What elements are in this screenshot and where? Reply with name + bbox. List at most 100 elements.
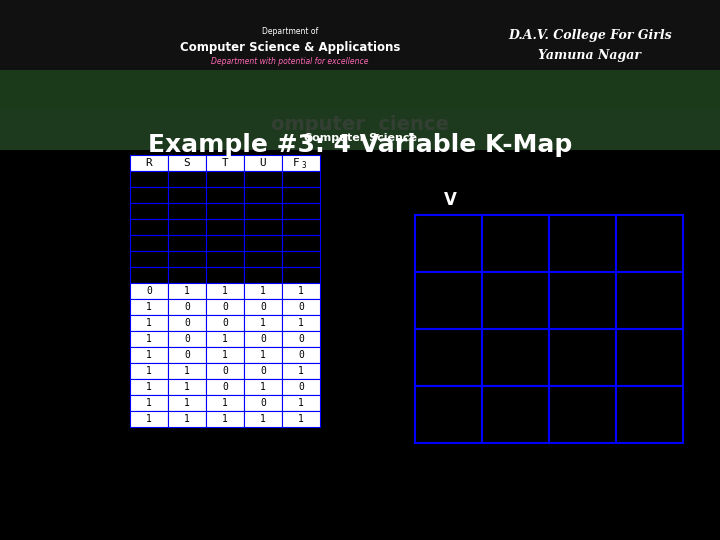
FancyBboxPatch shape <box>415 386 482 443</box>
FancyBboxPatch shape <box>206 379 244 395</box>
FancyBboxPatch shape <box>244 315 282 331</box>
FancyBboxPatch shape <box>415 329 482 386</box>
FancyBboxPatch shape <box>168 395 206 411</box>
FancyBboxPatch shape <box>244 379 282 395</box>
Text: 1: 1 <box>222 414 228 424</box>
Text: S: S <box>184 158 190 168</box>
Text: 0: 0 <box>184 302 190 312</box>
FancyBboxPatch shape <box>168 267 206 283</box>
Text: 1: 1 <box>146 318 152 328</box>
Text: 1: 1 <box>298 286 304 296</box>
Text: 1: 1 <box>146 382 152 392</box>
Text: omputer  cience: omputer cience <box>271 114 449 133</box>
FancyBboxPatch shape <box>130 379 168 395</box>
Text: 1: 1 <box>222 334 228 344</box>
Text: 1: 1 <box>146 414 152 424</box>
FancyBboxPatch shape <box>130 267 168 283</box>
Text: 1: 1 <box>146 398 152 408</box>
Text: 1: 1 <box>184 414 190 424</box>
FancyBboxPatch shape <box>244 347 282 363</box>
Text: 1: 1 <box>184 286 190 296</box>
FancyBboxPatch shape <box>130 187 168 203</box>
Text: 1: 1 <box>260 414 266 424</box>
FancyBboxPatch shape <box>0 70 720 110</box>
Text: 1: 1 <box>146 302 152 312</box>
FancyBboxPatch shape <box>206 203 244 219</box>
Text: 1: 1 <box>184 382 190 392</box>
FancyBboxPatch shape <box>206 283 244 299</box>
FancyBboxPatch shape <box>168 187 206 203</box>
Text: 1: 1 <box>260 286 266 296</box>
FancyBboxPatch shape <box>168 347 206 363</box>
FancyBboxPatch shape <box>168 171 206 187</box>
FancyBboxPatch shape <box>206 315 244 331</box>
Text: 1: 1 <box>222 398 228 408</box>
FancyBboxPatch shape <box>282 315 320 331</box>
Text: Department with potential for excellence: Department with potential for excellence <box>211 57 369 65</box>
FancyBboxPatch shape <box>282 395 320 411</box>
Text: 1: 1 <box>184 366 190 376</box>
FancyBboxPatch shape <box>282 219 320 235</box>
Text: D.A.V. College For Girls: D.A.V. College For Girls <box>508 29 672 42</box>
FancyBboxPatch shape <box>206 155 244 171</box>
FancyBboxPatch shape <box>415 272 482 329</box>
FancyBboxPatch shape <box>616 386 683 443</box>
FancyBboxPatch shape <box>282 267 320 283</box>
FancyBboxPatch shape <box>282 379 320 395</box>
Text: 1: 1 <box>298 414 304 424</box>
FancyBboxPatch shape <box>168 283 206 299</box>
FancyBboxPatch shape <box>130 395 168 411</box>
Text: 0: 0 <box>298 302 304 312</box>
FancyBboxPatch shape <box>616 329 683 386</box>
Text: 1: 1 <box>298 366 304 376</box>
FancyBboxPatch shape <box>130 203 168 219</box>
Text: R: R <box>145 158 153 168</box>
FancyBboxPatch shape <box>282 155 320 171</box>
FancyBboxPatch shape <box>168 299 206 315</box>
FancyBboxPatch shape <box>282 251 320 267</box>
FancyBboxPatch shape <box>206 363 244 379</box>
Text: U: U <box>260 158 266 168</box>
FancyBboxPatch shape <box>415 215 482 272</box>
Text: Computer Science: Computer Science <box>304 133 416 143</box>
FancyBboxPatch shape <box>244 283 282 299</box>
FancyBboxPatch shape <box>244 411 282 427</box>
FancyBboxPatch shape <box>244 155 282 171</box>
FancyBboxPatch shape <box>482 215 549 272</box>
Text: 1: 1 <box>260 350 266 360</box>
FancyBboxPatch shape <box>244 219 282 235</box>
FancyBboxPatch shape <box>168 315 206 331</box>
Text: 0: 0 <box>260 398 266 408</box>
FancyBboxPatch shape <box>206 347 244 363</box>
FancyBboxPatch shape <box>0 110 720 150</box>
Text: 1: 1 <box>298 398 304 408</box>
FancyBboxPatch shape <box>244 363 282 379</box>
Text: 0: 0 <box>222 366 228 376</box>
FancyBboxPatch shape <box>549 329 616 386</box>
FancyBboxPatch shape <box>282 283 320 299</box>
Text: 0: 0 <box>146 286 152 296</box>
Text: 1: 1 <box>222 286 228 296</box>
FancyBboxPatch shape <box>244 187 282 203</box>
FancyBboxPatch shape <box>244 235 282 251</box>
FancyBboxPatch shape <box>130 171 168 187</box>
Text: 0: 0 <box>184 318 190 328</box>
Text: 1: 1 <box>146 366 152 376</box>
FancyBboxPatch shape <box>168 379 206 395</box>
FancyBboxPatch shape <box>206 235 244 251</box>
FancyBboxPatch shape <box>168 155 206 171</box>
Text: 0: 0 <box>298 382 304 392</box>
FancyBboxPatch shape <box>244 331 282 347</box>
FancyBboxPatch shape <box>130 235 168 251</box>
Text: 0: 0 <box>222 382 228 392</box>
FancyBboxPatch shape <box>206 411 244 427</box>
FancyBboxPatch shape <box>130 155 168 171</box>
Text: 0: 0 <box>260 334 266 344</box>
Text: 0: 0 <box>184 334 190 344</box>
FancyBboxPatch shape <box>482 386 549 443</box>
FancyBboxPatch shape <box>206 267 244 283</box>
Text: 0: 0 <box>184 350 190 360</box>
FancyBboxPatch shape <box>616 272 683 329</box>
FancyBboxPatch shape <box>130 331 168 347</box>
Text: 0: 0 <box>298 334 304 344</box>
